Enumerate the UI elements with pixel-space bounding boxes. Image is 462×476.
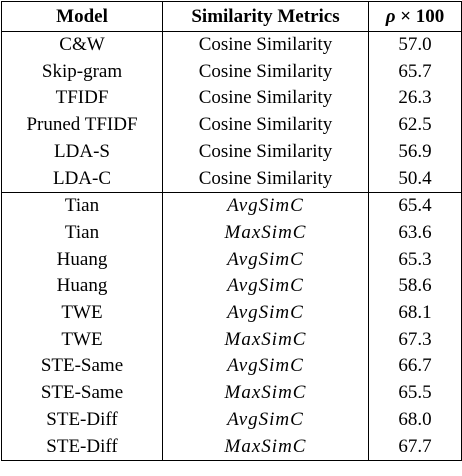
- cell-similarity-metric: Cosine Similarity: [162, 31, 369, 59]
- cell-rho: 67.3: [368, 326, 462, 354]
- cell-rho: 63.6: [368, 219, 462, 247]
- header-rho: ρ × 100: [368, 1, 462, 32]
- cell-similarity-metric: Cosine Similarity: [162, 58, 369, 86]
- table-row: TWE MaxSimC 67.3: [1, 326, 462, 354]
- table-row: Skip-gram Cosine Similarity 65.7: [1, 58, 462, 86]
- cell-model: Tian: [1, 219, 163, 247]
- cell-rho: 65.5: [368, 380, 462, 407]
- cell-rho: 67.7: [368, 433, 462, 462]
- similarity-results-table: Model Similarity Metrics ρ × 100 C&W Cosi…: [1, 1, 462, 462]
- cell-model: STE-Same: [1, 380, 163, 407]
- cell-model: Huang: [1, 273, 163, 301]
- cell-rho: 50.4: [368, 165, 462, 194]
- table-row: STE-Diff MaxSimC 67.7: [1, 433, 462, 462]
- rho-multiplier: × 100: [395, 6, 445, 27]
- cell-model: STE-Diff: [1, 406, 163, 434]
- cell-similarity-metric: Cosine Similarity: [162, 112, 369, 139]
- header-model: Model: [1, 1, 163, 32]
- cell-similarity-metric: Cosine Similarity: [162, 165, 369, 194]
- cell-model: STE-Same: [1, 353, 163, 381]
- table-row: C&W Cosine Similarity 57.0: [1, 31, 462, 59]
- cell-model: Pruned TFIDF: [1, 112, 163, 139]
- table-row: STE-Diff AvgSimC 68.0: [1, 406, 462, 434]
- cell-rho: 66.7: [368, 353, 462, 381]
- table-row: LDA-C Cosine Similarity 50.4: [1, 165, 462, 194]
- table-row: TFIDF Cosine Similarity 26.3: [1, 85, 462, 113]
- cell-model: TWE: [1, 326, 163, 354]
- cell-model: Huang: [1, 246, 163, 274]
- cell-rho: 57.0: [368, 31, 462, 59]
- table-row: STE-Same AvgSimC 66.7: [1, 353, 462, 381]
- table-header-row: Model Similarity Metrics ρ × 100: [1, 1, 462, 32]
- cell-rho: 68.1: [368, 300, 462, 327]
- table-row: Tian MaxSimC 63.6: [1, 219, 462, 247]
- group1-body: C&W Cosine Similarity 57.0 Skip-gram Cosine …: [1, 31, 462, 194]
- cell-model: TFIDF: [1, 85, 163, 113]
- cell-similarity-metric: AvgSimC: [162, 300, 369, 327]
- cell-rho: 65.4: [368, 192, 462, 220]
- cell-rho: 58.6: [368, 273, 462, 301]
- cell-model: STE-Diff: [1, 433, 163, 462]
- cell-model: Skip-gram: [1, 58, 163, 86]
- table-row: TWE AvgSimC 68.1: [1, 300, 462, 327]
- table-row: Huang AvgSimC 65.3: [1, 246, 462, 274]
- cell-similarity-metric: Cosine Similarity: [162, 85, 369, 113]
- group2-body: Tian AvgSimC 65.4 Tian MaxSimC 63.6 Huang AvgSi…: [1, 192, 462, 462]
- cell-similarity-metric: MaxSimC: [162, 326, 369, 354]
- cell-similarity-metric: AvgSimC: [162, 406, 369, 434]
- table-row: Huang AvgSimC 58.6: [1, 273, 462, 301]
- table-row: Tian AvgSimC 65.4: [1, 192, 462, 220]
- cell-model: C&W: [1, 31, 163, 59]
- cell-model: LDA-S: [1, 138, 163, 166]
- cell-similarity-metric: AvgSimC: [162, 273, 369, 301]
- cell-similarity-metric: Cosine Similarity: [162, 138, 369, 166]
- cell-model: TWE: [1, 300, 163, 327]
- header-similarity-metrics: Similarity Metrics: [162, 1, 369, 32]
- cell-similarity-metric: MaxSimC: [162, 433, 369, 462]
- cell-similarity-metric: AvgSimC: [162, 246, 369, 274]
- table-row: Pruned TFIDF Cosine Similarity 62.5: [1, 112, 462, 139]
- cell-rho: 68.0: [368, 406, 462, 434]
- cell-similarity-metric: AvgSimC: [162, 353, 369, 381]
- table-row: LDA-S Cosine Similarity 56.9: [1, 138, 462, 166]
- cell-similarity-metric: MaxSimC: [162, 219, 369, 247]
- cell-rho: 65.3: [368, 246, 462, 274]
- cell-rho: 26.3: [368, 85, 462, 113]
- cell-similarity-metric: AvgSimC: [162, 192, 369, 220]
- cell-model: LDA-C: [1, 165, 163, 194]
- cell-rho: 65.7: [368, 58, 462, 86]
- results-table-container: Model Similarity Metrics ρ × 100 C&W Cosi…: [1, 1, 462, 462]
- cell-rho: 62.5: [368, 112, 462, 139]
- cell-similarity-metric: MaxSimC: [162, 380, 369, 407]
- cell-model: Tian: [1, 192, 163, 220]
- table-row: STE-Same MaxSimC 65.5: [1, 380, 462, 407]
- cell-rho: 56.9: [368, 138, 462, 166]
- rho-symbol: ρ: [385, 6, 396, 27]
